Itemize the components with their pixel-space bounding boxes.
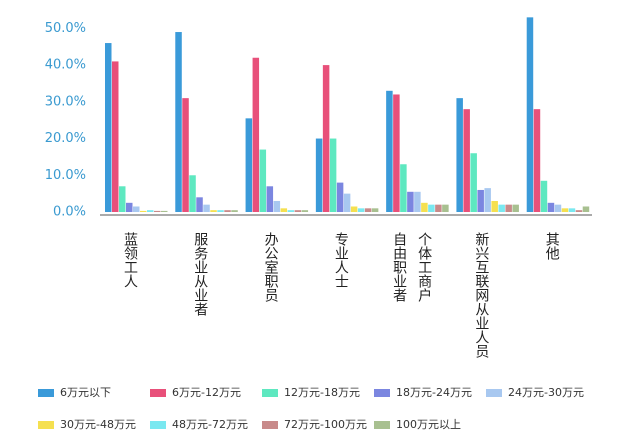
bar [154,210,161,212]
bar [421,202,428,212]
bar [456,98,463,212]
legend-label: 72万元-100万元 [284,418,367,431]
bar [266,186,274,212]
y-tick-label: 40.0% [45,58,86,73]
bar [231,210,238,212]
bar [175,32,182,212]
bar [386,90,393,212]
bar [301,210,309,212]
bar [498,204,505,212]
bar [322,65,330,212]
bar [343,193,351,212]
bar [259,149,267,212]
bar [582,206,590,212]
bar [364,208,372,212]
bar [350,206,358,212]
legend-swatch [38,421,54,429]
bar [119,186,126,212]
legend-swatch [150,421,166,429]
bar [400,164,407,212]
bar [147,210,154,212]
y-tick-label: 20.0% [45,131,86,146]
bar [484,188,491,212]
bar [203,204,210,212]
bar [435,204,442,212]
x-tick-label: 其他 [544,232,560,261]
bar [133,206,140,212]
x-tick-label: 专业人士 [333,232,349,288]
y-tick-label: 0.0% [53,205,86,220]
legend-swatch [150,389,166,397]
bar [554,204,562,212]
bar [189,175,196,212]
bar [315,138,323,212]
y-tick-label: 30.0% [45,94,86,109]
bar [533,109,541,212]
bar [463,109,470,212]
bar [329,138,337,212]
legend-label: 100万元以上 [396,418,461,431]
bar [407,191,414,212]
legend-swatch [38,389,54,397]
legend-label: 30万元-48万元 [60,418,136,431]
bar [287,210,295,212]
y-tick-label: 50.0% [45,21,86,36]
bar [217,210,224,212]
bar [294,210,302,212]
bar [273,200,281,212]
bar [540,180,548,212]
bar [224,210,231,212]
bar [512,204,519,212]
bar [414,191,421,212]
bar [112,61,119,212]
bar [393,94,400,212]
legend-label: 12万元-18万元 [284,386,360,399]
bar [575,210,583,212]
legend-swatch [486,389,502,397]
bar [470,153,477,212]
bar [371,208,379,212]
x-tick-label: 蓝领工人 [122,232,138,288]
y-tick-label: 10.0% [45,168,86,183]
legend-swatch [262,421,278,429]
legend-swatch [374,421,390,429]
legend-label: 48万元-72万元 [172,418,248,431]
legend-swatch [374,389,390,397]
bar [568,208,576,212]
bar [196,197,203,212]
x-tick-label: 新兴互联网从业人员 [473,232,489,358]
bar [477,189,484,212]
x-tick-label: 服务业从业者 [192,232,208,316]
legend-label: 6万元-12万元 [172,386,241,399]
bar [280,208,288,212]
bar [428,204,435,212]
bar [105,43,112,212]
x-tick-label: 办公室职员 [263,232,279,302]
bar [210,210,217,212]
bar [442,204,449,212]
bar [252,57,260,212]
legend-label: 6万元以下 [60,386,111,399]
bar [505,204,512,212]
bar [126,202,133,212]
bar [245,118,253,212]
bar [182,98,189,212]
bar [357,208,365,212]
bar [161,210,168,212]
bar [547,202,555,212]
legend-label: 18万元-24万元 [396,386,472,399]
bar [561,208,569,212]
x-tick-label: 个体工商户 [416,232,432,303]
legend-label: 24万元-30万元 [508,386,584,399]
bar [336,182,344,212]
bar [491,200,498,212]
bar [526,17,534,212]
legend-swatch [262,389,278,397]
bar [140,210,147,212]
x-tick-label: 自由职业者 [391,232,407,302]
